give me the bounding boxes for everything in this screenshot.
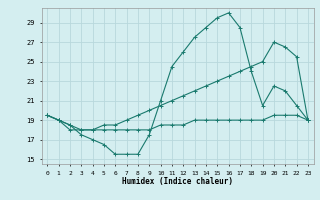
- X-axis label: Humidex (Indice chaleur): Humidex (Indice chaleur): [122, 177, 233, 186]
